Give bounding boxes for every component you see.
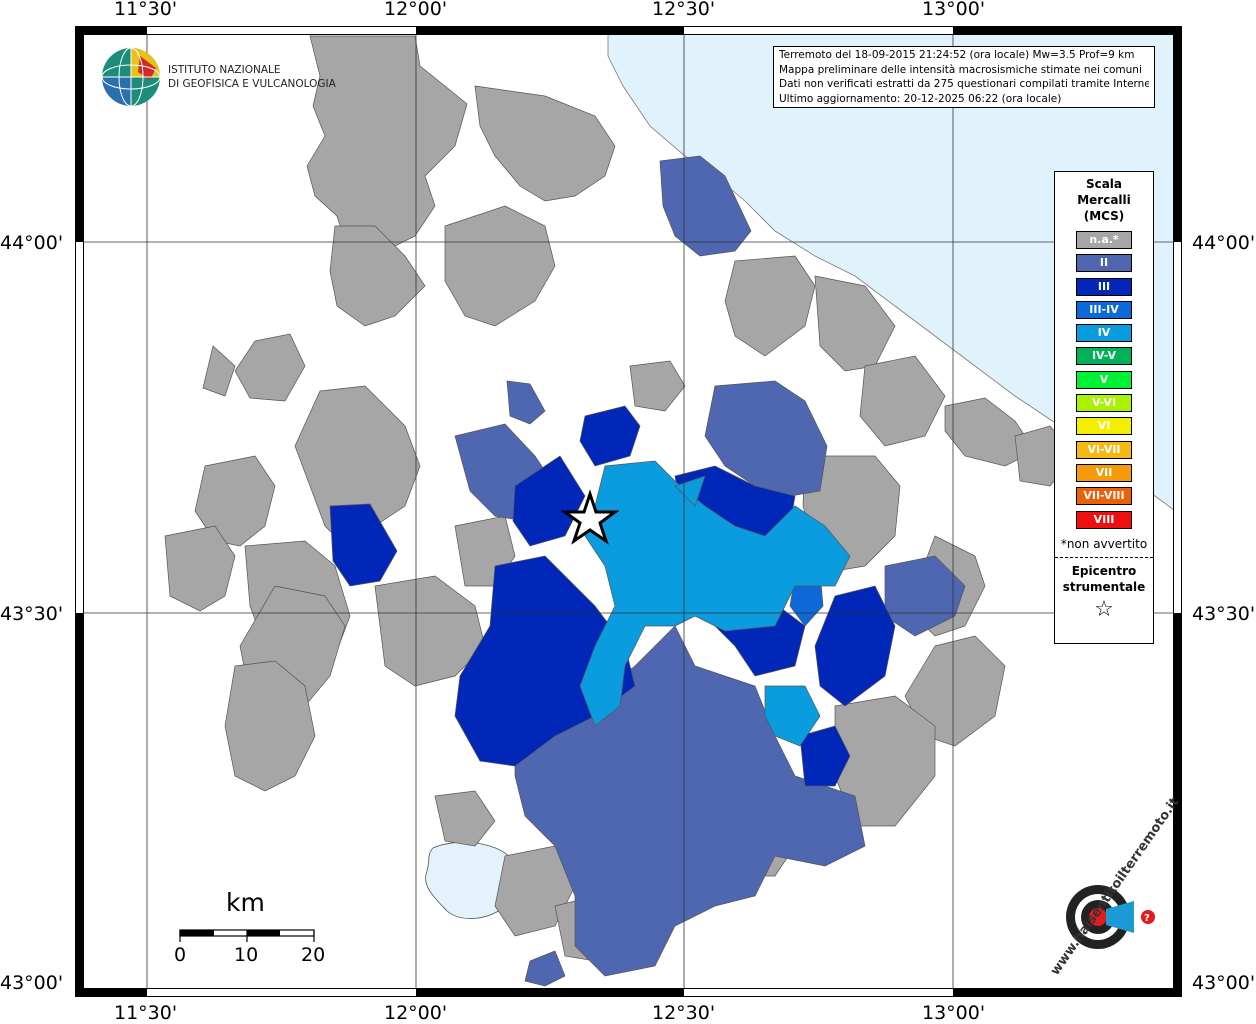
lon-label-top-2: 12°00' (384, 0, 448, 20)
lon-label-top-1: 11°30' (114, 0, 178, 20)
legend-swatch-iv-v: IV-V (1076, 347, 1132, 366)
legend-swatch-v: V (1076, 370, 1132, 389)
graticule (75, 26, 1182, 997)
legend-title: Scala Mercalli (MCS) (1055, 176, 1153, 224)
legend-swatch-vi-vii: VI-VII (1076, 440, 1132, 459)
lake-trasimeno (425, 841, 518, 919)
legend-swatch-iii-iv: III-IV (1076, 300, 1132, 319)
ingv-logo: ISTITUTO NAZIONALE DI GEOFISICA E VULCAN… (100, 46, 336, 110)
intensity-map[interactable] (75, 26, 1182, 997)
legend-epicenter-line1: Epicentro (1071, 563, 1137, 578)
legend-note: *non avvertito (1060, 536, 1148, 551)
legend-swatch-iii: III (1076, 277, 1132, 296)
scale-tick-0: 0 (174, 944, 187, 966)
lon-label-top-3: 12°30' (652, 0, 716, 20)
scale-bar-graphic (179, 929, 315, 942)
event-info-box: Terremoto del 18-09-2015 21:24:52 (ora l… (773, 46, 1155, 108)
hsit-logo: ? www.haisentitoilterremoto.it (1030, 795, 1182, 978)
legend-title-line2: Mercalli (1077, 193, 1131, 207)
map-border (75, 26, 1182, 997)
legend-swatch-vii: VII (1076, 463, 1132, 482)
scale-unit: km (226, 888, 265, 917)
legend-title-line3: (MCS) (1083, 209, 1125, 223)
lon-label-bottom-1: 11°30' (114, 1002, 178, 1024)
legend-title-line1: Scala (1085, 177, 1123, 191)
legend-epicenter-line2: strumentale (1062, 579, 1146, 594)
lat-label-right-3: 43°00' (1192, 972, 1256, 994)
svg-text:?: ? (1144, 913, 1150, 924)
legend-swatch-viii: VIII (1076, 510, 1132, 529)
lat-label-left-1: 44°00' (0, 232, 64, 254)
lat-label-left-2: 43°30' (0, 603, 64, 625)
info-data-line: Dati non verificati estratti da 275 ques… (779, 78, 1149, 91)
info-map-line: Mappa preliminare delle intensità macros… (779, 63, 1142, 76)
legend-swatch-vi: VI (1076, 417, 1132, 436)
info-event-line: Terremoto del 18-09-2015 21:24:52 (ora l… (779, 49, 1135, 61)
hsit-target-icon: ? (1066, 885, 1155, 949)
scale-bar: km 0 10 20 (170, 888, 350, 968)
lon-label-bottom-4: 13°00' (922, 1002, 986, 1024)
lon-label-bottom-3: 12°30' (652, 1002, 716, 1024)
lat-label-right-2: 43°30' (1192, 603, 1256, 625)
epicenter-star (560, 489, 620, 545)
legend-epicenter-title: Epicentro strumentale (1055, 563, 1153, 595)
legend-swatch-iv: IV (1076, 324, 1132, 343)
legend-epicenter-star-icon: ☆ (1094, 596, 1114, 622)
legend-swatch-n-a: n.a.* (1076, 231, 1132, 249)
ingv-globe-icon (101, 47, 161, 107)
lat-label-left-3: 43°00' (0, 972, 64, 994)
lon-label-bottom-2: 12°00' (384, 1002, 448, 1024)
scale-tick-10: 10 (234, 944, 259, 966)
legend-swatch-vii-viii: VII-VIII (1076, 487, 1132, 506)
info-update-line: Ultimo aggiornamento: 20-12-2025 06:22 (… (779, 92, 1062, 105)
scale-tick-20: 20 (301, 944, 326, 966)
lat-label-right-1: 44°00' (1192, 232, 1256, 254)
ingv-name-line2: DI GEOFISICA E VULCANOLOGIA (168, 78, 336, 90)
legend-swatches: n.a.* II III III-IV IV IV-V V V-VI VI VI-VII VII VI… (1055, 231, 1153, 529)
legend-separator (1055, 556, 1153, 558)
legend-swatch-ii: II (1076, 254, 1132, 273)
mcs-legend: Scala Mercalli (MCS) n.a.* II III III-IV IV I… (1054, 171, 1154, 644)
lon-label-top-4: 13°00' (922, 0, 986, 20)
map-canvas (75, 26, 1182, 997)
ingv-name-line1: ISTITUTO NAZIONALE (168, 64, 281, 76)
legend-swatch-v-vi: V-VI (1076, 394, 1132, 413)
